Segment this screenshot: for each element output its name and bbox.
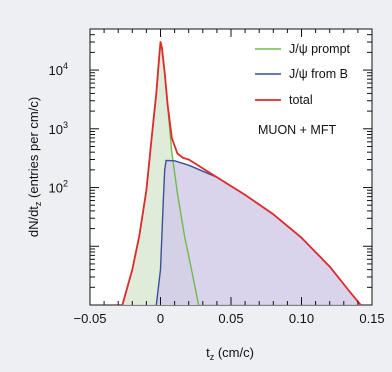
x-tick-label: 0.15 xyxy=(359,311,384,326)
y-tick-label-base: 10 xyxy=(49,122,63,137)
y-tick-label-exp: 3 xyxy=(63,120,68,130)
x-tick-label: 0 xyxy=(157,311,164,326)
x-axis-label: tz (cm/c) xyxy=(206,345,254,362)
series-areas xyxy=(122,42,361,305)
legend-label-prompt: J/ψ prompt xyxy=(289,42,351,56)
series-lines xyxy=(121,41,362,306)
y-axis-label-sub: z xyxy=(33,201,43,206)
y-axis-label-main: dN/dt xyxy=(26,206,41,237)
legend-label-from-b: J/ψ from B xyxy=(289,67,348,81)
y-tick-label-base: 10 xyxy=(49,181,63,196)
y-tick-label: 102 xyxy=(49,179,68,196)
annotation-muon-mft: MUON + MFT xyxy=(258,123,336,137)
x-axis-label-main: t xyxy=(206,345,210,360)
y-axis-label-unit: (entries per cm/c) xyxy=(26,97,41,202)
y-tick-label-base: 10 xyxy=(49,63,63,78)
y-tick-label: 103 xyxy=(49,120,68,137)
y-tick-label-exp: 4 xyxy=(63,61,68,71)
x-tick-label: 0.05 xyxy=(218,311,243,326)
y-tick-label: 104 xyxy=(49,61,68,78)
area-from-b xyxy=(156,160,361,305)
line-total xyxy=(121,41,362,306)
x-ticks: −0.05 0 0.05 0.10 0.15 xyxy=(74,29,385,326)
x-tick-label: 0.10 xyxy=(289,311,314,326)
x-tick-label: −0.05 xyxy=(74,311,107,326)
y-tick-label-exp: 2 xyxy=(63,179,68,189)
legend-label-total: total xyxy=(289,93,313,107)
x-axis-label-unit: (cm/c) xyxy=(214,345,254,360)
x-axis-label-sub: z xyxy=(210,352,215,362)
legend: J/ψ prompt J/ψ from B total MUON + MFT xyxy=(255,42,351,137)
y-axis-label: dN/dtz (entries per cm/c) xyxy=(26,97,43,237)
